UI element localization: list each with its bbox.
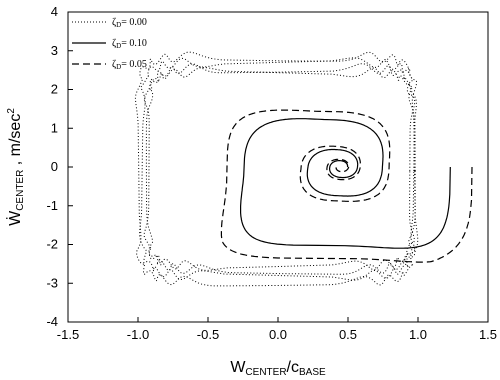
legend-label-1: ζD= 0.10 [112,38,147,50]
y-axis-ticks: -4 -3 -2 -1 0 1 2 3 4 [46,4,73,329]
y-tick-label: 0 [51,159,58,174]
series-dashed-spiral [220,109,473,263]
x-tick-label: 0.5 [339,327,357,342]
x-tick-label: -1.0 [127,327,149,342]
x-tick-label: 0.0 [269,327,287,342]
y-tick-label: 3 [51,43,58,58]
data-layer [134,51,473,287]
x-axis-label: WCENTER/cBASE [230,359,326,378]
legend-label-2: ζD= 0.05 [112,59,147,71]
y-tick-label: -1 [46,198,58,213]
x-tick-label: -0.5 [197,327,219,342]
y-tick-label: -3 [46,275,58,290]
series-dotted-loop [134,51,419,287]
x-tick-label: 1.5 [479,327,497,342]
series-dotted-loop [145,63,416,275]
legend-label-0: ζD= 0.00 [112,17,147,29]
y-axis-label: ẆCENTER , m/sec2 [5,108,26,226]
x-axis-ticks: -1.5 -1.0 -0.5 0.0 0.5 1.0 1.5 [57,317,497,342]
x-tick-label: -1.5 [57,327,79,342]
series-dotted-loop [143,66,416,271]
x-tick-label: 1.0 [409,327,427,342]
y-tick-label: -4 [46,314,58,329]
y-tick-label: 2 [51,82,58,97]
y-tick-label: 4 [51,4,58,19]
series-solid-spiral [240,118,451,249]
legend: ζD= 0.00 ζD= 0.10 ζD= 0.05 [72,17,147,71]
y-tick-label: 1 [51,120,58,135]
y-tick-label: -2 [46,237,58,252]
